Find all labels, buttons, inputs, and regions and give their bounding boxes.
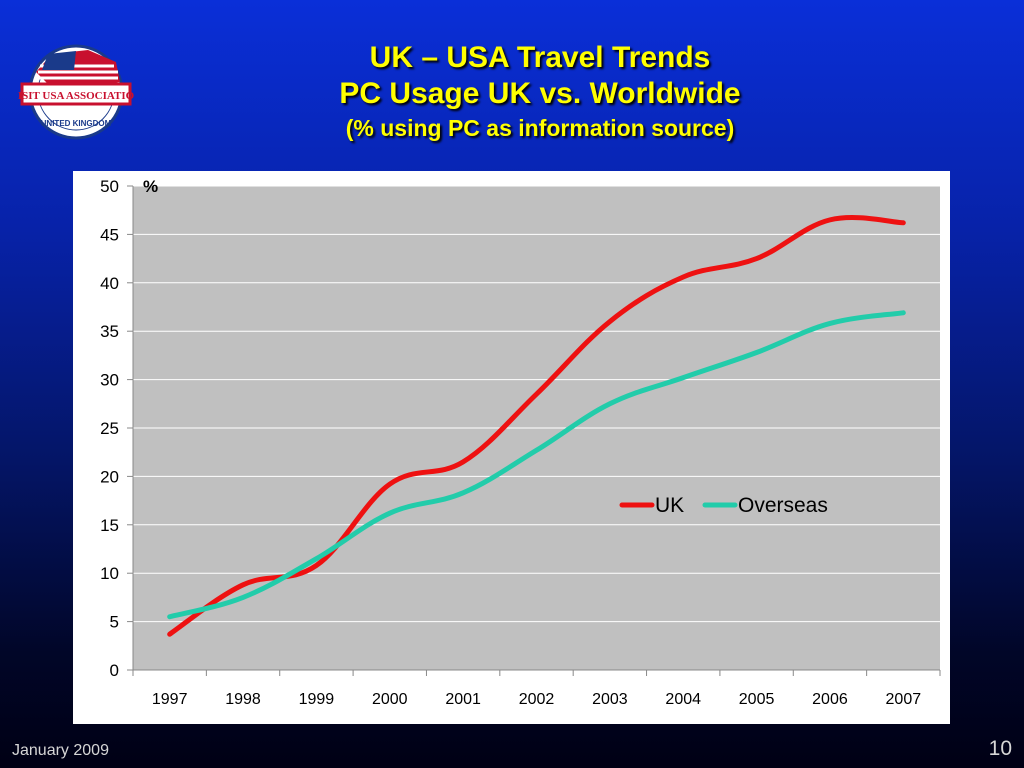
y-tick-label: 35 [100,322,119,341]
y-unit-label: % [143,177,158,196]
x-tick-label: 2005 [739,691,775,708]
y-tick-label: 10 [100,564,119,583]
x-tick-label: 2003 [592,691,628,708]
x-tick-label: 1999 [299,691,335,708]
legend-label-uk: UK [655,494,684,517]
title-line-1: UK – USA Travel Trends [369,41,711,74]
title-line-2: PC Usage UK vs. Worldwide [339,77,741,110]
x-tick-label: 2000 [372,691,408,708]
visit-usa-association-logo: VISIT USA ASSOCIATION UNITED KINGDOM [18,44,134,140]
series-line-overseas [167,310,906,620]
page-number: 10 [988,737,1012,760]
logo-text: VISIT USA ASSOCIATION [18,90,134,102]
x-axis-ticks: 1997 1998 1999 2000 2001 2002 2003 2004 2005 2006… [132,670,941,708]
chart-panel: 0 5 10 15 20 25 30 35 40 45 50 1997 1998 1999 2000 200… [73,171,950,724]
title-line-3: (% using PC as information source) [345,115,735,141]
series-lines [167,215,906,637]
line-chart: 0 5 10 15 20 25 30 35 40 45 50 1997 1998 1999 2000 200… [100,177,941,708]
x-tick-label: 1997 [152,691,188,708]
x-tick-label: 2006 [812,691,848,708]
footer-date: January 2009 [12,742,109,759]
logo-subtext: UNITED KINGDOM [41,119,112,128]
x-tick-label: 2001 [445,691,481,708]
x-tick-label: 2007 [886,691,922,708]
y-tick-label: 20 [100,467,119,486]
y-tick-label: 45 [100,225,119,244]
y-tick-label: 15 [100,516,119,535]
slide-title: UK – USA Travel Trends PC Usage UK vs. W… [160,40,920,144]
y-axis-ticks: 0 5 10 15 20 25 30 35 40 45 50 [100,177,133,680]
legend-label-overseas: Overseas [738,494,828,517]
y-tick-label: 25 [100,419,119,438]
x-tick-label: 2004 [665,691,701,708]
y-tick-label: 5 [110,613,119,632]
series-line-uk [167,215,906,637]
x-tick-label: 2002 [519,691,555,708]
legend: UK Overseas [619,494,828,517]
y-tick-label: 0 [110,661,119,680]
y-tick-label: 30 [100,371,119,390]
y-tick-label: 40 [100,274,119,293]
x-tick-label: 1998 [225,691,261,708]
y-tick-label: 50 [100,177,119,196]
